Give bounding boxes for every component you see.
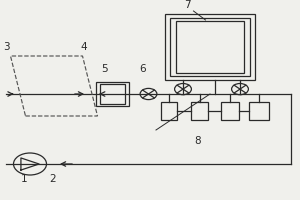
Text: 8: 8 [195, 136, 201, 146]
Text: 7: 7 [184, 0, 191, 10]
Text: 3: 3 [3, 42, 9, 52]
Bar [96, 82, 129, 106]
Text: 2: 2 [49, 174, 56, 184]
Bar [100, 84, 125, 104]
Bar [160, 102, 177, 120]
Text: 4: 4 [81, 42, 87, 52]
Bar [220, 102, 238, 120]
Bar [165, 14, 255, 80]
Bar [249, 102, 268, 120]
Text: 6: 6 [139, 64, 146, 74]
Text: 1: 1 [21, 174, 27, 184]
Bar [170, 18, 250, 76]
Bar [190, 102, 208, 120]
Text: 5: 5 [102, 64, 108, 74]
Bar [176, 21, 244, 73]
